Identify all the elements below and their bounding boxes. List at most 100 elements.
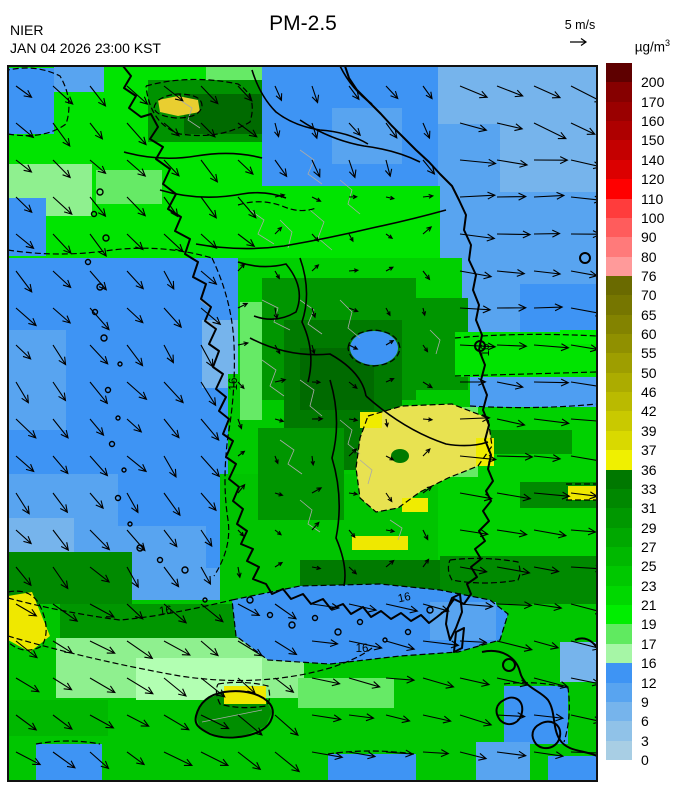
field-patch [356, 404, 492, 512]
colorbar-tick-label: 33 [641, 480, 657, 497]
wind-arrow [15, 714, 38, 731]
colorbar-swatch [606, 217, 632, 238]
colorbar-swatch [606, 546, 632, 567]
wind-arrow [237, 263, 246, 272]
wind-arrow [163, 492, 181, 517]
colorbar-tick-label: 55 [641, 345, 657, 362]
wind-arrow [348, 448, 358, 457]
wind-arrow [384, 418, 389, 428]
field-patch [352, 536, 408, 550]
wind-arrow [52, 381, 67, 402]
wind-arrow [570, 564, 597, 573]
wind-arrow [163, 640, 191, 656]
wind-arrow [311, 233, 320, 242]
wind-arrow [52, 233, 72, 255]
wind-arrow [200, 233, 218, 249]
wind-arrow [570, 85, 597, 103]
colorbar-tick-label: 140 [641, 151, 665, 168]
wind-arrow [274, 159, 288, 178]
colorbar-swatch [606, 430, 632, 451]
contour-label: 16 [158, 604, 172, 618]
wind-arrow [533, 418, 570, 427]
wind-arrow [496, 192, 528, 201]
wind-arrow [570, 230, 597, 239]
field-patch [8, 592, 50, 652]
wind-arrow [311, 521, 320, 531]
wind-arrow [533, 85, 562, 99]
wind-arrow [385, 266, 394, 272]
wind-arrow [348, 85, 360, 101]
wind-arrow [52, 603, 79, 622]
wind-arrow [15, 603, 38, 617]
wind-arrow [385, 559, 395, 568]
wind-arrow [273, 307, 279, 320]
wind-arrow [348, 751, 377, 760]
colorbar-swatch [606, 740, 632, 760]
wind-arrow [200, 714, 230, 730]
wind-arrow [311, 307, 317, 319]
wind-arrow [311, 639, 339, 648]
colorbar-tick-label: 42 [641, 403, 657, 420]
wind-arrow [496, 452, 534, 461]
wind-arrow [163, 85, 184, 102]
wind-arrow [89, 492, 104, 510]
wind-arrow [15, 492, 30, 515]
field-patch [54, 66, 104, 92]
wind-arrow [237, 418, 243, 430]
colorbar-tick-label: 36 [641, 461, 657, 478]
wind-arrow [274, 677, 295, 693]
colorbar-tick-label: 65 [641, 306, 657, 323]
field-patch [8, 700, 108, 736]
wind-arrow [533, 751, 565, 760]
wind-arrow [126, 714, 150, 727]
colorbar-swatch [606, 82, 632, 102]
wind-arrow [52, 344, 67, 366]
wind-arrow [237, 122, 258, 138]
wind-arrow [459, 342, 497, 351]
colorbar-swatch [606, 663, 632, 683]
wind-arrow [163, 196, 179, 218]
wind-arrow [348, 344, 359, 350]
wind-arrow [348, 233, 354, 243]
field-patch [158, 96, 200, 116]
contour-lines [8, 67, 597, 755]
wind-arrow [533, 156, 569, 165]
colorbar-swatch [606, 159, 632, 180]
wind-arrow [89, 455, 109, 477]
colorbar-tick-label: 17 [641, 635, 657, 652]
wind-arrow [570, 381, 597, 387]
wind-arrow [237, 381, 245, 390]
wind-arrow [496, 492, 532, 502]
wind-arrow [52, 196, 73, 216]
wind-arrow [89, 640, 116, 654]
colorbar-tick-label: 76 [641, 267, 657, 284]
wind-arrow [126, 122, 147, 146]
colorbar-tick-label: 21 [641, 597, 657, 614]
datetime-label: JAN 04 2026 23:00 KST [10, 40, 161, 56]
wind-arrow [274, 122, 281, 138]
colorbar-swatch [606, 527, 632, 547]
wind-arrow [311, 487, 323, 494]
wind-arrow [237, 233, 256, 248]
wind-arrow [533, 566, 560, 575]
colorbar-tick-label: 31 [641, 500, 657, 517]
wind-arrow [126, 85, 149, 105]
wind-arrow [533, 303, 564, 312]
wind-arrow [385, 714, 411, 724]
wind-arrow [533, 454, 562, 463]
wind-arrow [52, 677, 73, 691]
wind-arrow [459, 305, 492, 314]
wind-arrow [533, 640, 560, 650]
wind-arrow [348, 529, 356, 539]
wind-arrow [200, 492, 217, 512]
wind-arrow [126, 196, 147, 217]
wind-arrow [459, 638, 488, 646]
wind-arrow [422, 485, 433, 494]
wind-arrow [126, 381, 148, 401]
wind-arrow [15, 455, 35, 473]
wind-arrow [311, 122, 319, 140]
wind-arrow [311, 603, 341, 611]
field-patch [350, 331, 398, 365]
wind-arrow [311, 565, 322, 571]
